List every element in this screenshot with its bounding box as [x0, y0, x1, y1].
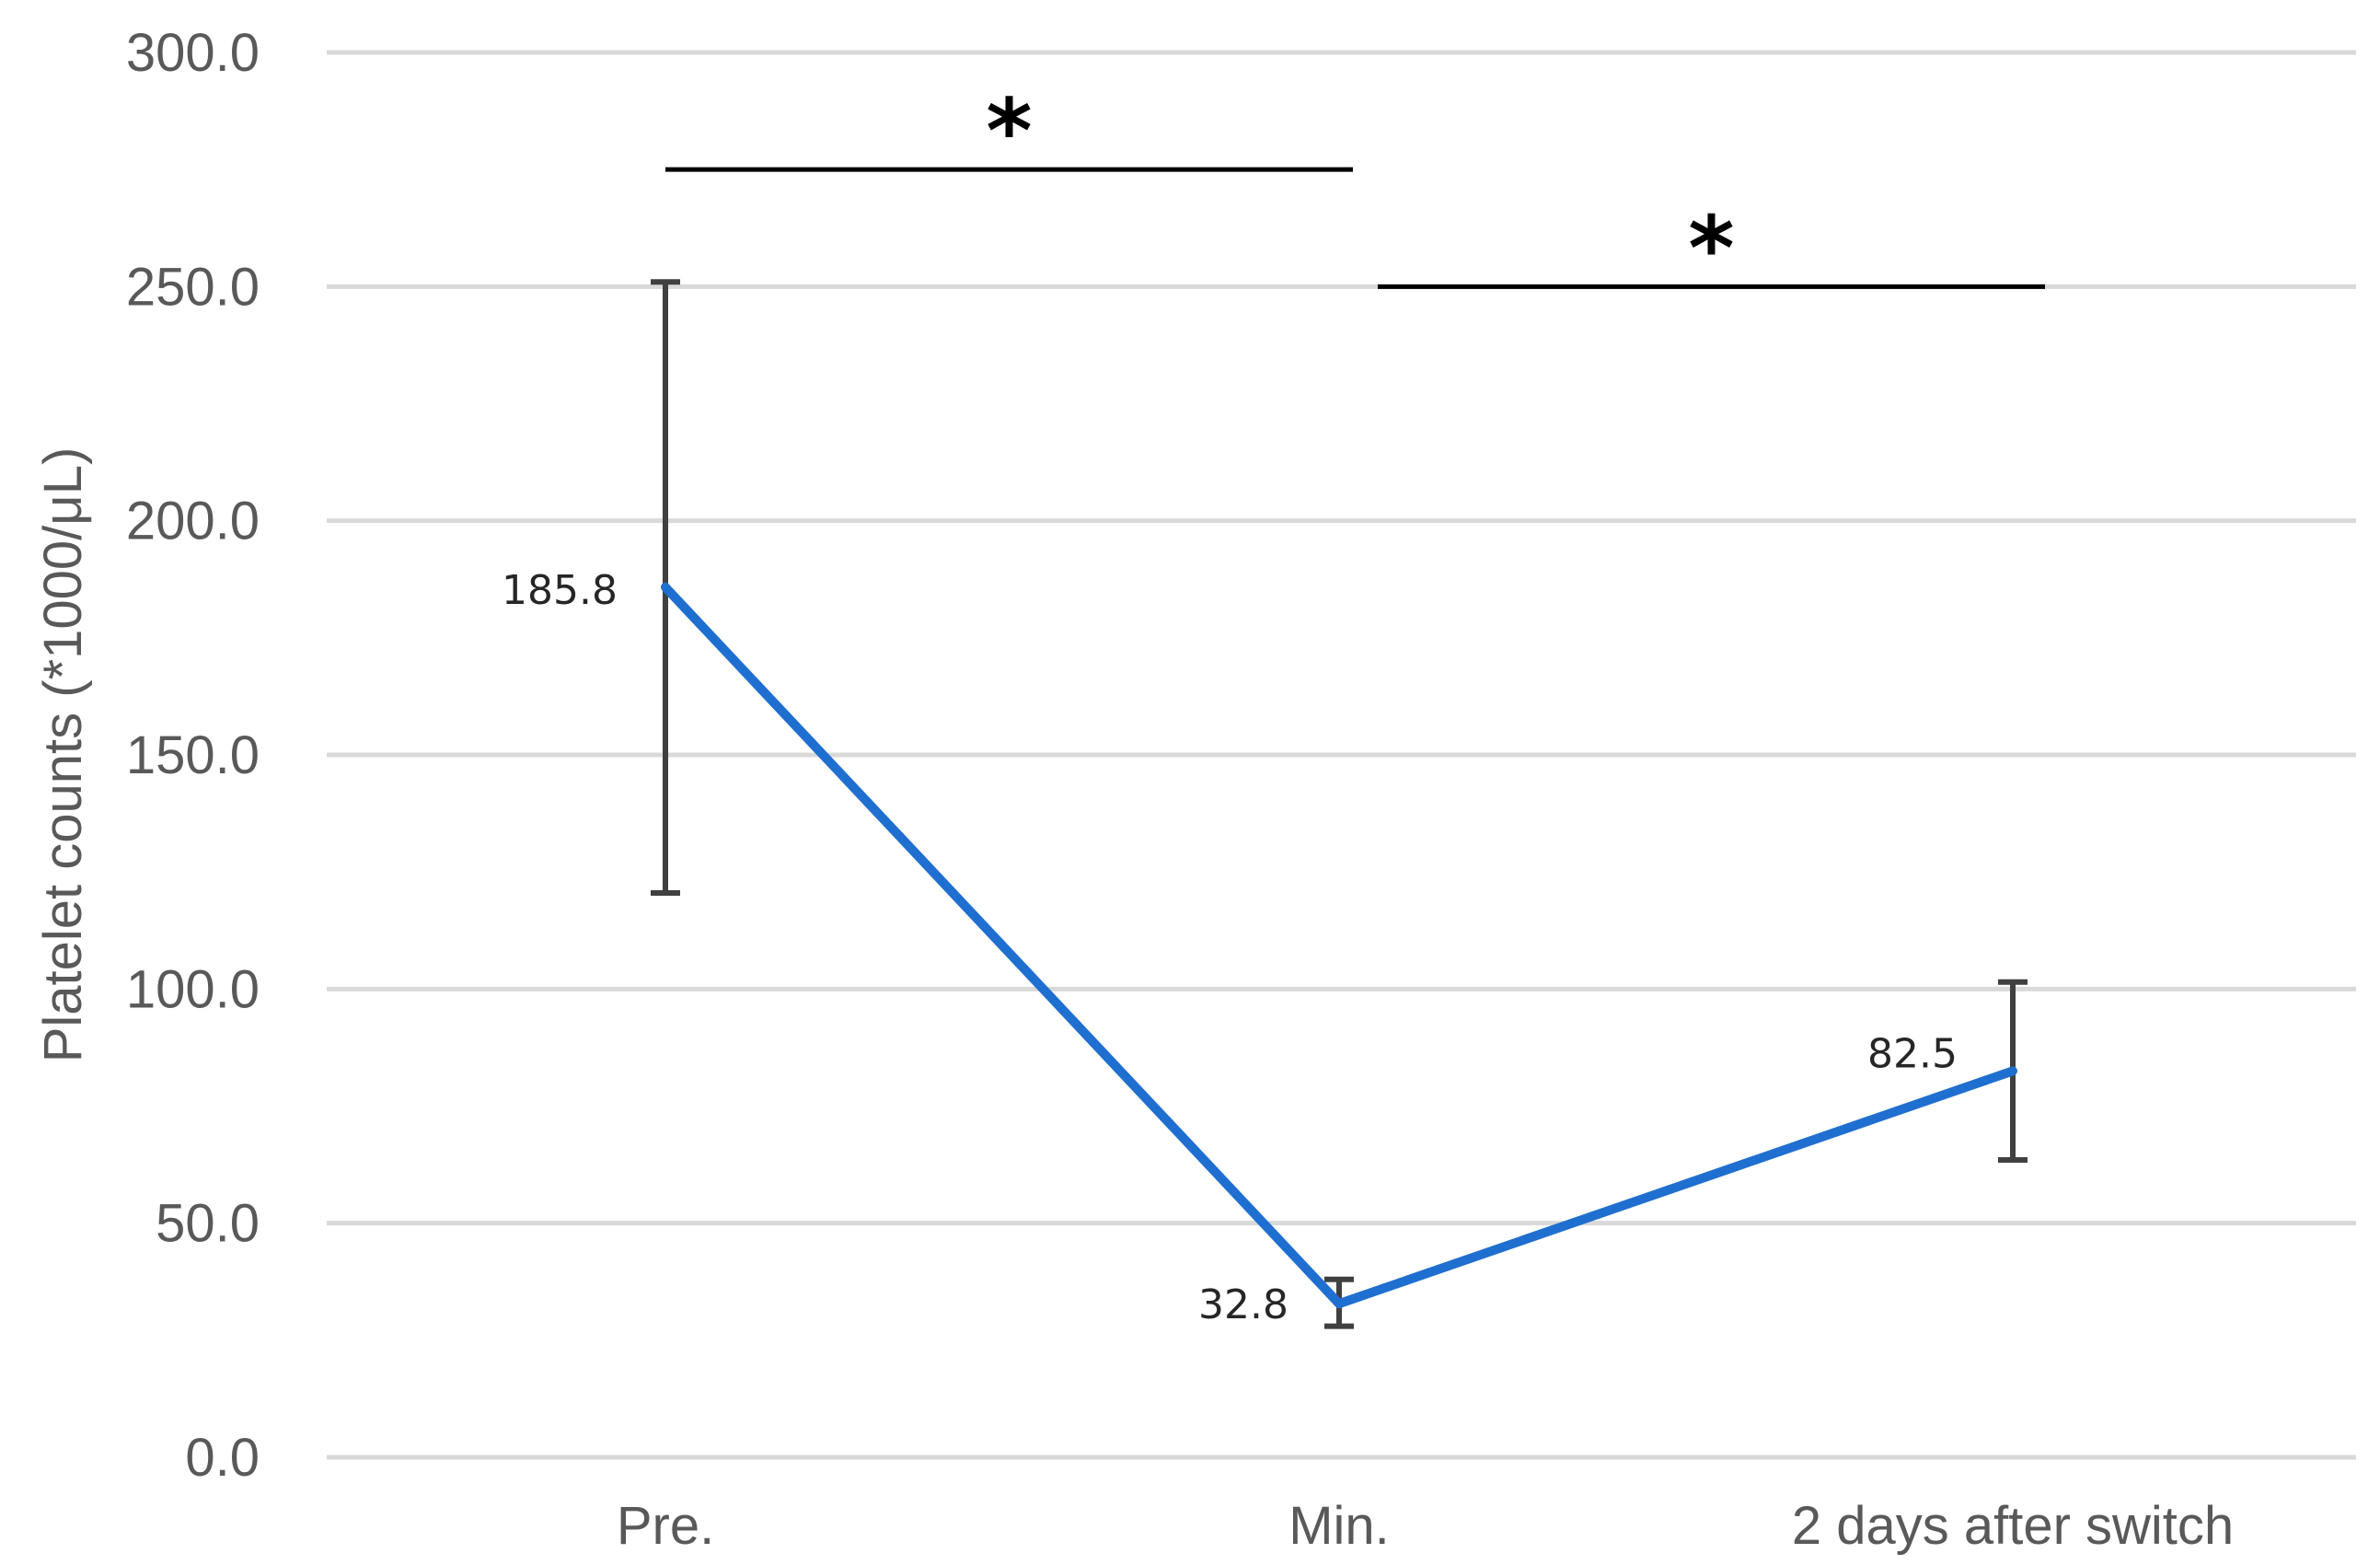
x-category-label: Min. [1288, 1496, 1390, 1556]
x-category-label: Pre. [617, 1496, 714, 1556]
y-tick-label: 150.0 [126, 725, 260, 785]
data-label: 82.5 [1867, 1030, 1958, 1077]
x-axis-categories: Pre. Min. 2 days after switch [617, 1496, 2234, 1556]
y-tick-label: 100.0 [126, 959, 260, 1019]
y-axis-label: Platelet counts (*1000/μL) [33, 447, 93, 1063]
y-tick-label: 0.0 [185, 1428, 260, 1488]
x-category-label: 2 days after switch [1792, 1496, 2234, 1556]
y-tick-label: 250.0 [126, 257, 260, 317]
data-label: 185.8 [502, 567, 618, 614]
data-labels: 185.8 32.8 82.5 [502, 567, 1958, 1328]
gridlines [327, 50, 2356, 1460]
series-line [661, 582, 2017, 1309]
y-tick-label: 200.0 [126, 492, 260, 551]
significance-star: * [986, 80, 1032, 183]
significance-star: * [1688, 197, 1734, 300]
y-tick-label: 300.0 [126, 23, 260, 83]
series-lines [661, 582, 2017, 1309]
y-tick-label: 50.0 [156, 1194, 260, 1254]
data-label: 32.8 [1198, 1281, 1288, 1328]
y-axis-ticks: 0.0 50.0 100.0 150.0 200.0 250.0 300.0 [126, 23, 260, 1488]
error-bars [651, 279, 2028, 1329]
significance-brackets: ** [665, 80, 2045, 300]
